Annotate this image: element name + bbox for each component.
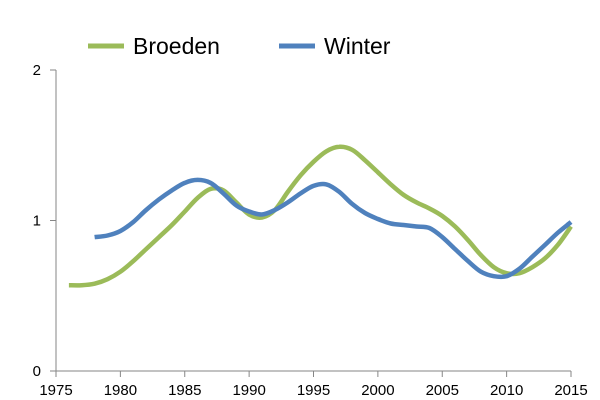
axes <box>50 69 572 377</box>
x-tick-label: 1975 <box>39 382 72 399</box>
x-tick-label: 1995 <box>297 382 330 399</box>
series-line-winter <box>94 177 573 280</box>
x-tick-label: 2015 <box>554 382 587 399</box>
x-tick-label: 1980 <box>104 382 137 399</box>
x-tick-label: 1985 <box>168 382 201 399</box>
legend-label-winter: Winter <box>324 33 391 59</box>
series-lines <box>68 144 573 288</box>
legend-label-broeden: Broeden <box>133 33 220 59</box>
y-tick-label: 1 <box>33 213 41 230</box>
x-tick-label: 2010 <box>490 382 523 399</box>
x-tick-label: 2000 <box>361 382 394 399</box>
tick-labels: 0 1 2 1975 1980 1985 1990 1995 2000 2005 2010 2015 <box>33 62 588 399</box>
y-tick-label: 2 <box>33 62 41 79</box>
x-tick-label: 1990 <box>232 382 265 399</box>
series-line-broeden <box>68 144 573 288</box>
y-tick-label: 0 <box>33 363 41 380</box>
x-tick-label: 2005 <box>426 382 459 399</box>
legend: Broeden Winter <box>88 33 391 59</box>
